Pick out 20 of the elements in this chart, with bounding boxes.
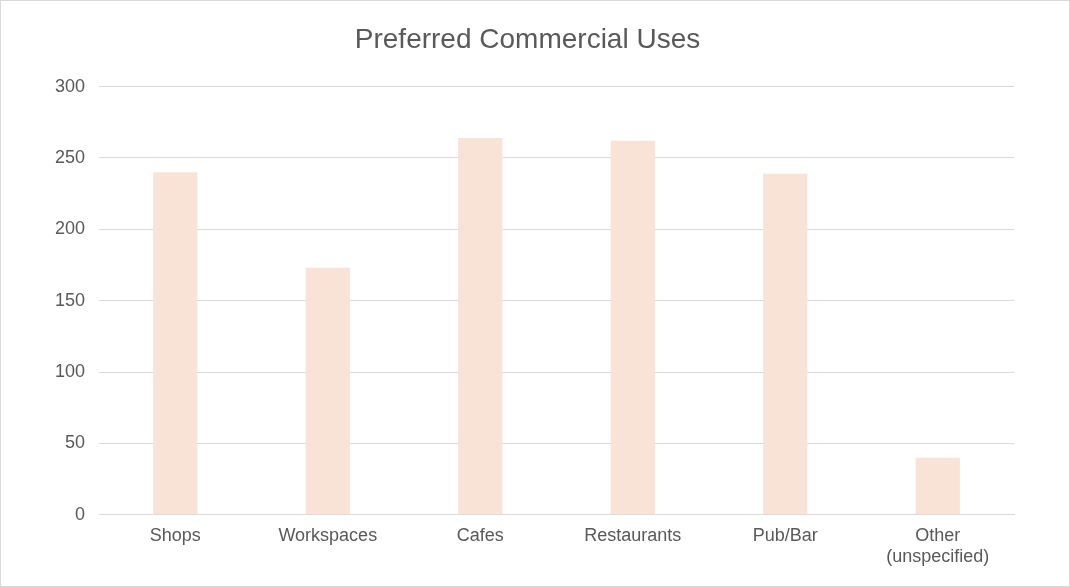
y-tick-label: 50 <box>65 432 86 453</box>
x-tick-label: Other (unspecified) <box>886 524 990 567</box>
y-tick-label: 150 <box>54 289 86 310</box>
chart-title: Preferred Commercial Uses <box>354 22 701 54</box>
x-tick-label: Workspaces <box>278 524 378 545</box>
bar <box>915 457 960 515</box>
y-tick-label: 0 <box>75 503 86 524</box>
x-tick-label: Cafes <box>456 524 504 545</box>
y-tick-label: 300 <box>54 75 86 96</box>
y-tick-label: 250 <box>54 146 86 167</box>
x-tick-label: Restaurants <box>584 524 682 545</box>
bar <box>153 172 198 515</box>
bar <box>763 173 808 515</box>
y-tick-label: 200 <box>54 218 86 239</box>
bar <box>610 140 655 515</box>
y-tick-label: 100 <box>54 361 86 382</box>
bar <box>458 137 503 515</box>
x-tick-label: Shops <box>149 524 201 545</box>
bar <box>305 267 350 515</box>
x-tick-label: Pub/Bar <box>752 524 818 545</box>
